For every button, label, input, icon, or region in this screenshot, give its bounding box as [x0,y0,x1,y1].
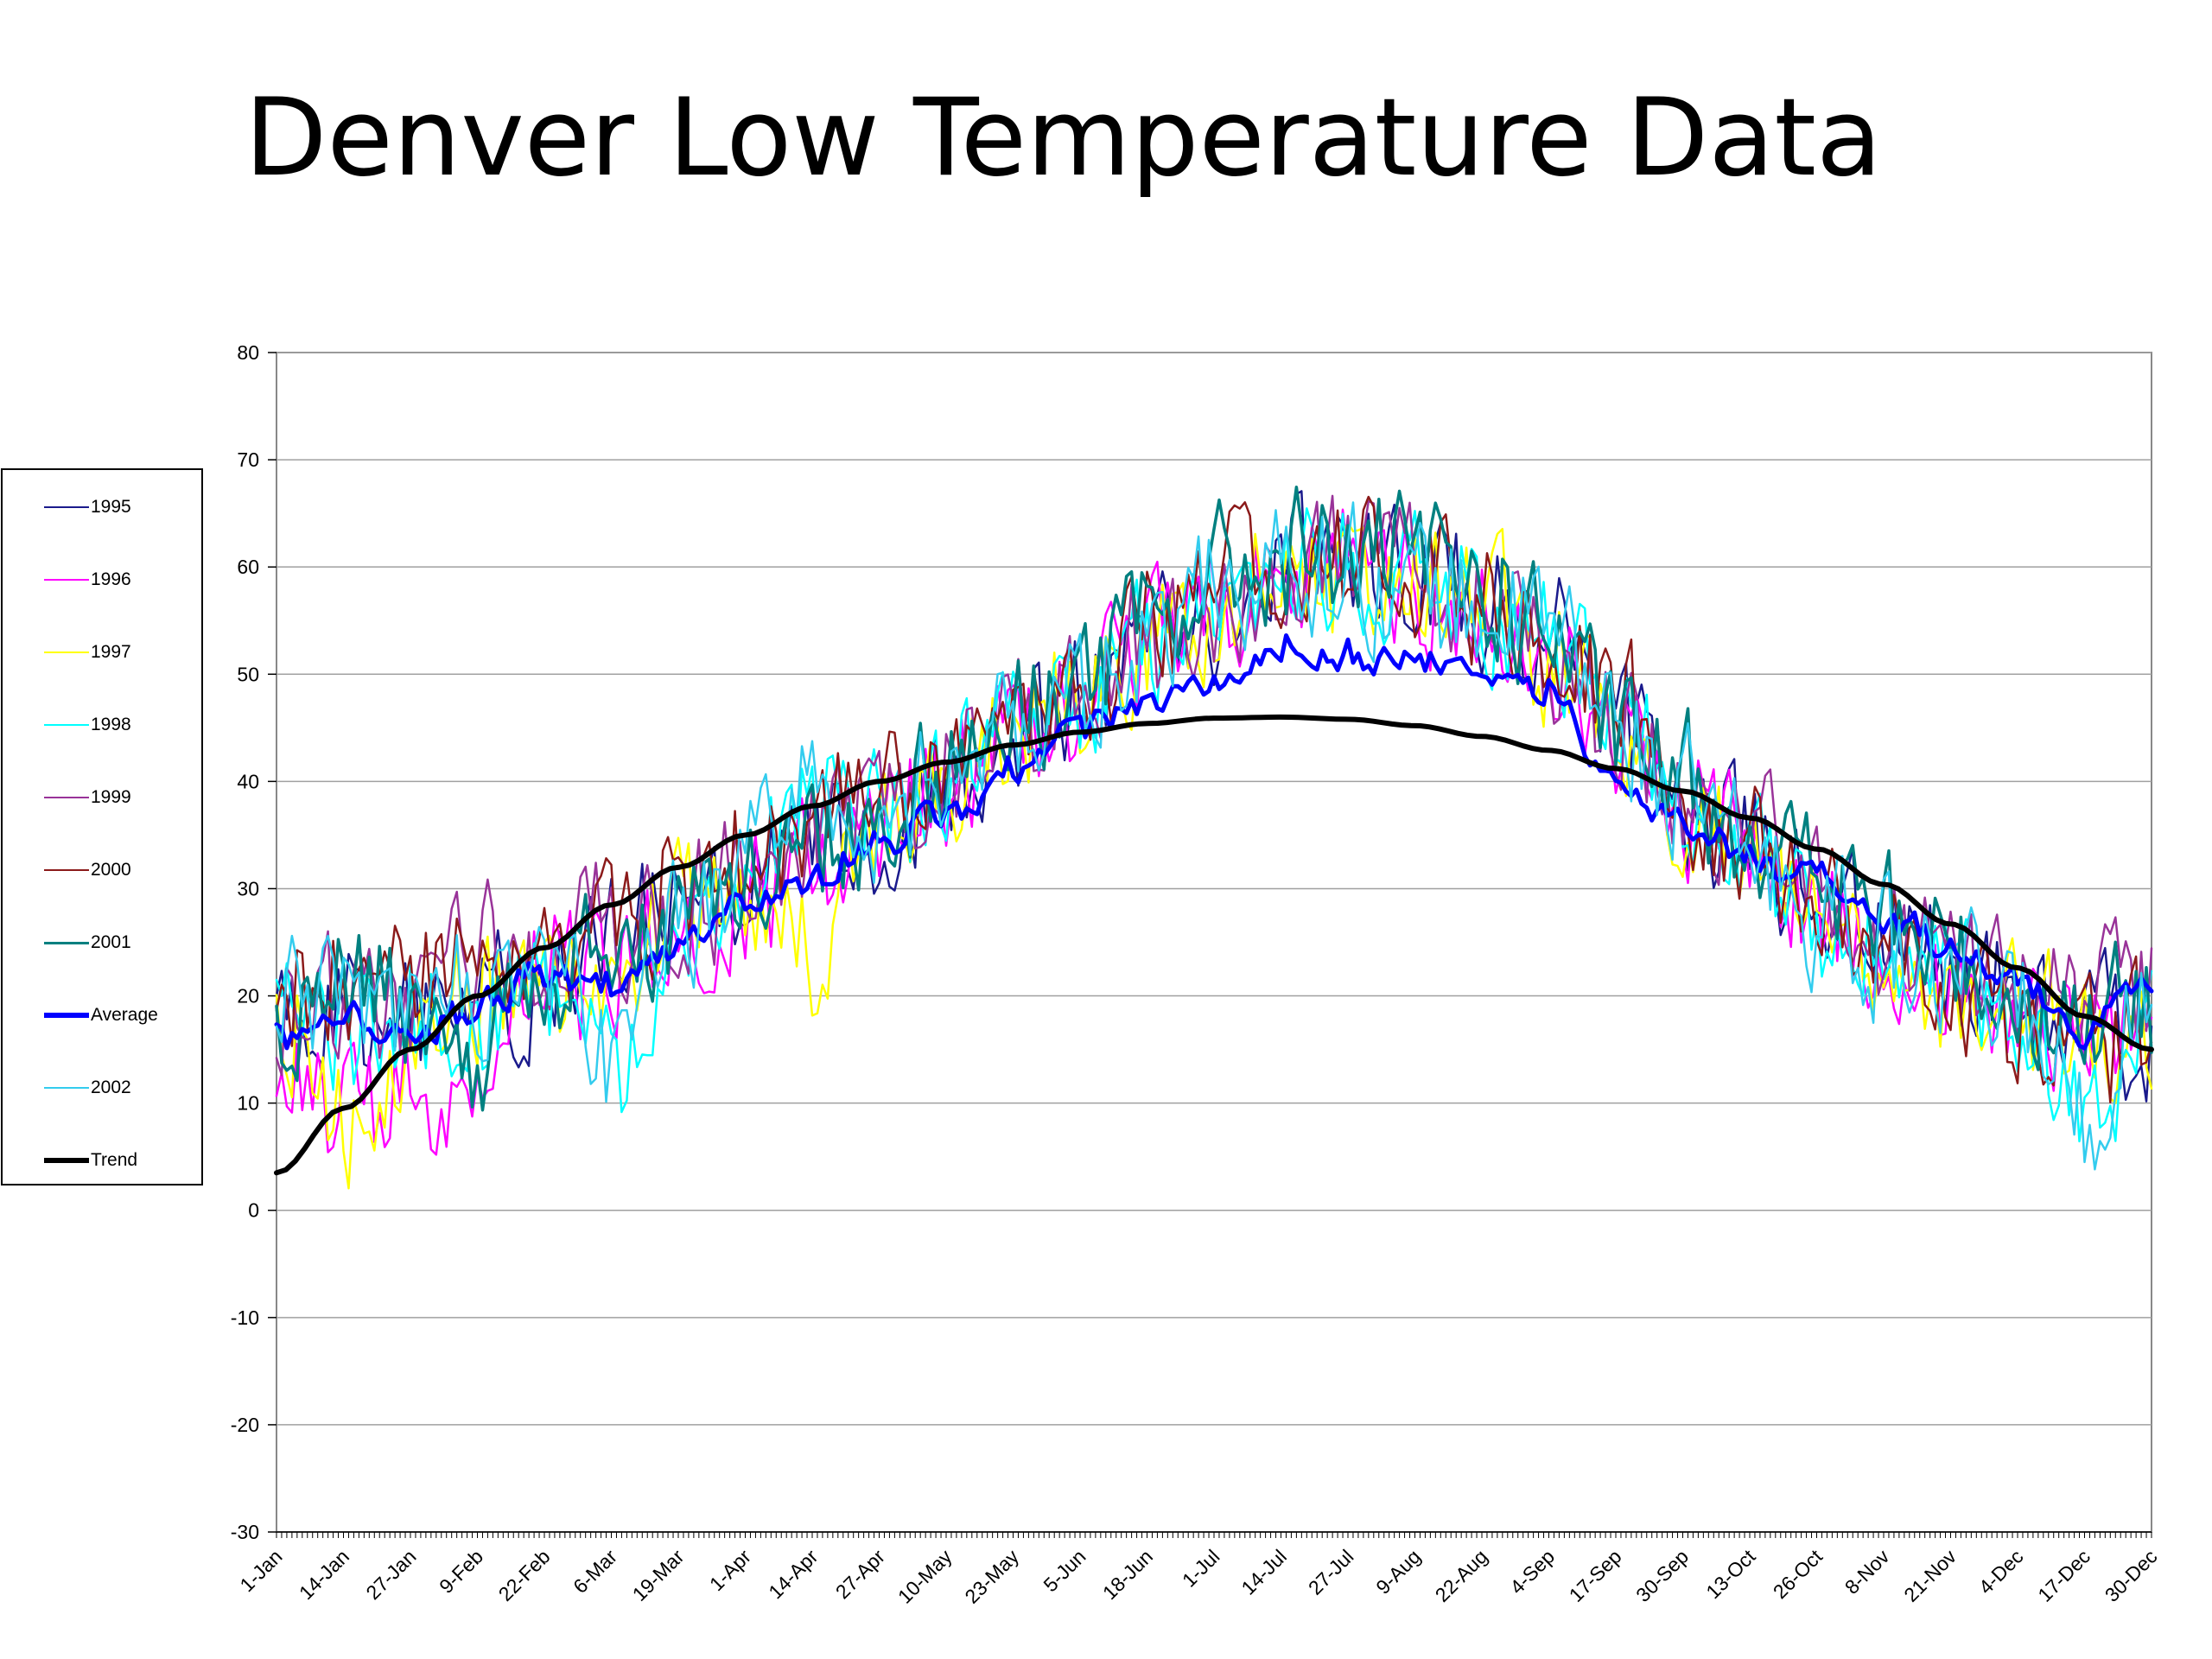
y-axis: 80 70 60 50 40 30 20 10 0 -10 -20 -30 [231,341,276,1543]
y-tick-label: -30 [231,1521,259,1543]
series-line-average [274,633,2154,1051]
legend-item-2001: 2001 [44,930,131,956]
x-tick-label: 1-Jul [1178,1545,1224,1592]
series-line-1998 [275,507,2153,1143]
x-tick-label: 23-May [960,1545,1023,1608]
y-tick-label: 40 [237,770,259,792]
legend-item-1997: 1997 [44,639,131,665]
y-tick-label: 70 [237,448,259,471]
legend-item-1999: 1999 [44,785,131,810]
x-tick-label: 21-Nov [1899,1545,1961,1606]
x-tick-label: 4-Sep [1505,1545,1559,1599]
x-tick-label: 10-May [893,1545,957,1608]
series-line-2001 [275,485,2153,1112]
x-tick-label: 27-Jul [1304,1545,1358,1599]
x-tick-label: 6-Mar [569,1545,621,1598]
legend-label: Average [91,1005,158,1025]
legend-swatch [44,941,89,944]
x-tick-label: 27-Apr [831,1545,889,1603]
legend-swatch [44,506,89,508]
y-tick-label: 10 [237,1092,259,1115]
x-tick-label: 18-Jun [1098,1545,1157,1604]
legend-item-2002: 2002 [44,1075,131,1101]
x-tick-label: 1-Jan [235,1545,286,1596]
legend-swatch [44,724,89,726]
x-tick-label: 17-Dec [2033,1545,2094,1606]
legend-item-trend: Trend [44,1147,137,1173]
legend-swatch [44,1013,89,1018]
y-tick-label: 20 [237,985,259,1007]
x-tick-label: 27-Jan [361,1545,420,1604]
legend-label: 2002 [91,1077,131,1097]
legend-item-1998: 1998 [44,712,131,738]
x-tick-label: 17-Sep [1565,1545,1626,1606]
x-tick-label: 30-Sep [1631,1545,1693,1606]
x-tick-label: 8-Nov [1840,1545,1894,1599]
y-tick-label: 80 [237,341,259,364]
y-tick-label: -20 [231,1414,259,1436]
legend-swatch [44,579,89,581]
y-tick-label: 30 [237,877,259,899]
legend-label: 2000 [91,860,131,880]
legend-label: 1999 [91,787,131,807]
legend-label: 1998 [91,715,131,734]
legend-item-1995: 1995 [44,494,131,520]
legend-swatch [44,869,89,871]
x-tick-label: 13-Oct [1701,1545,1760,1604]
legend-label: 2001 [91,932,131,952]
y-tick-label: 0 [248,1199,259,1222]
legend-swatch [44,1087,89,1089]
series-line-trend [274,714,2154,1176]
legend-swatch [44,652,89,653]
series-group [274,485,2154,1190]
legend-item-average: Average [44,1002,158,1028]
legend-item-2000: 2000 [44,857,131,883]
x-axis: 1-Jan 14-Jan 27-Jan 9-Feb 22-Feb 6-Mar 19-Mar 1… [235,1531,2162,1608]
x-tick-label: 1-Apr [705,1545,755,1595]
x-tick-label: 22-Aug [1431,1545,1492,1606]
y-tick-label: -10 [231,1306,259,1329]
legend-swatch [44,1158,89,1163]
y-tick-label: 60 [237,556,259,578]
legend: 1995 1996 1997 1998 1999 2000 2001 Average 2002 T… [1,468,203,1185]
x-tick-label: 5-Jun [1039,1545,1090,1596]
legend-label: 1995 [91,497,131,517]
legend-label: 1997 [91,642,131,662]
legend-label: Trend [91,1150,138,1170]
legend-swatch [44,797,89,798]
x-tick-label: 14-Jul [1236,1545,1291,1599]
x-tick-label: 19-Mar [628,1545,689,1605]
x-tick-label: 30-Dec [2101,1545,2162,1606]
x-tick-label: 9-Aug [1371,1545,1425,1599]
x-tick-label: 9-Feb [435,1545,487,1598]
x-tick-label: 14-Jan [295,1545,353,1604]
legend-item-1996: 1996 [44,567,131,593]
slide-title: Denver Low Temperature Data [245,76,1882,200]
x-tick-label: 22-Feb [494,1545,555,1605]
x-tick-label: 4-Dec [1974,1545,2028,1599]
y-tick-label: 50 [237,663,259,685]
x-tick-label: 26-Oct [1769,1545,1827,1604]
legend-label: 1996 [91,569,131,589]
x-tick-label: 14-Apr [764,1545,822,1603]
